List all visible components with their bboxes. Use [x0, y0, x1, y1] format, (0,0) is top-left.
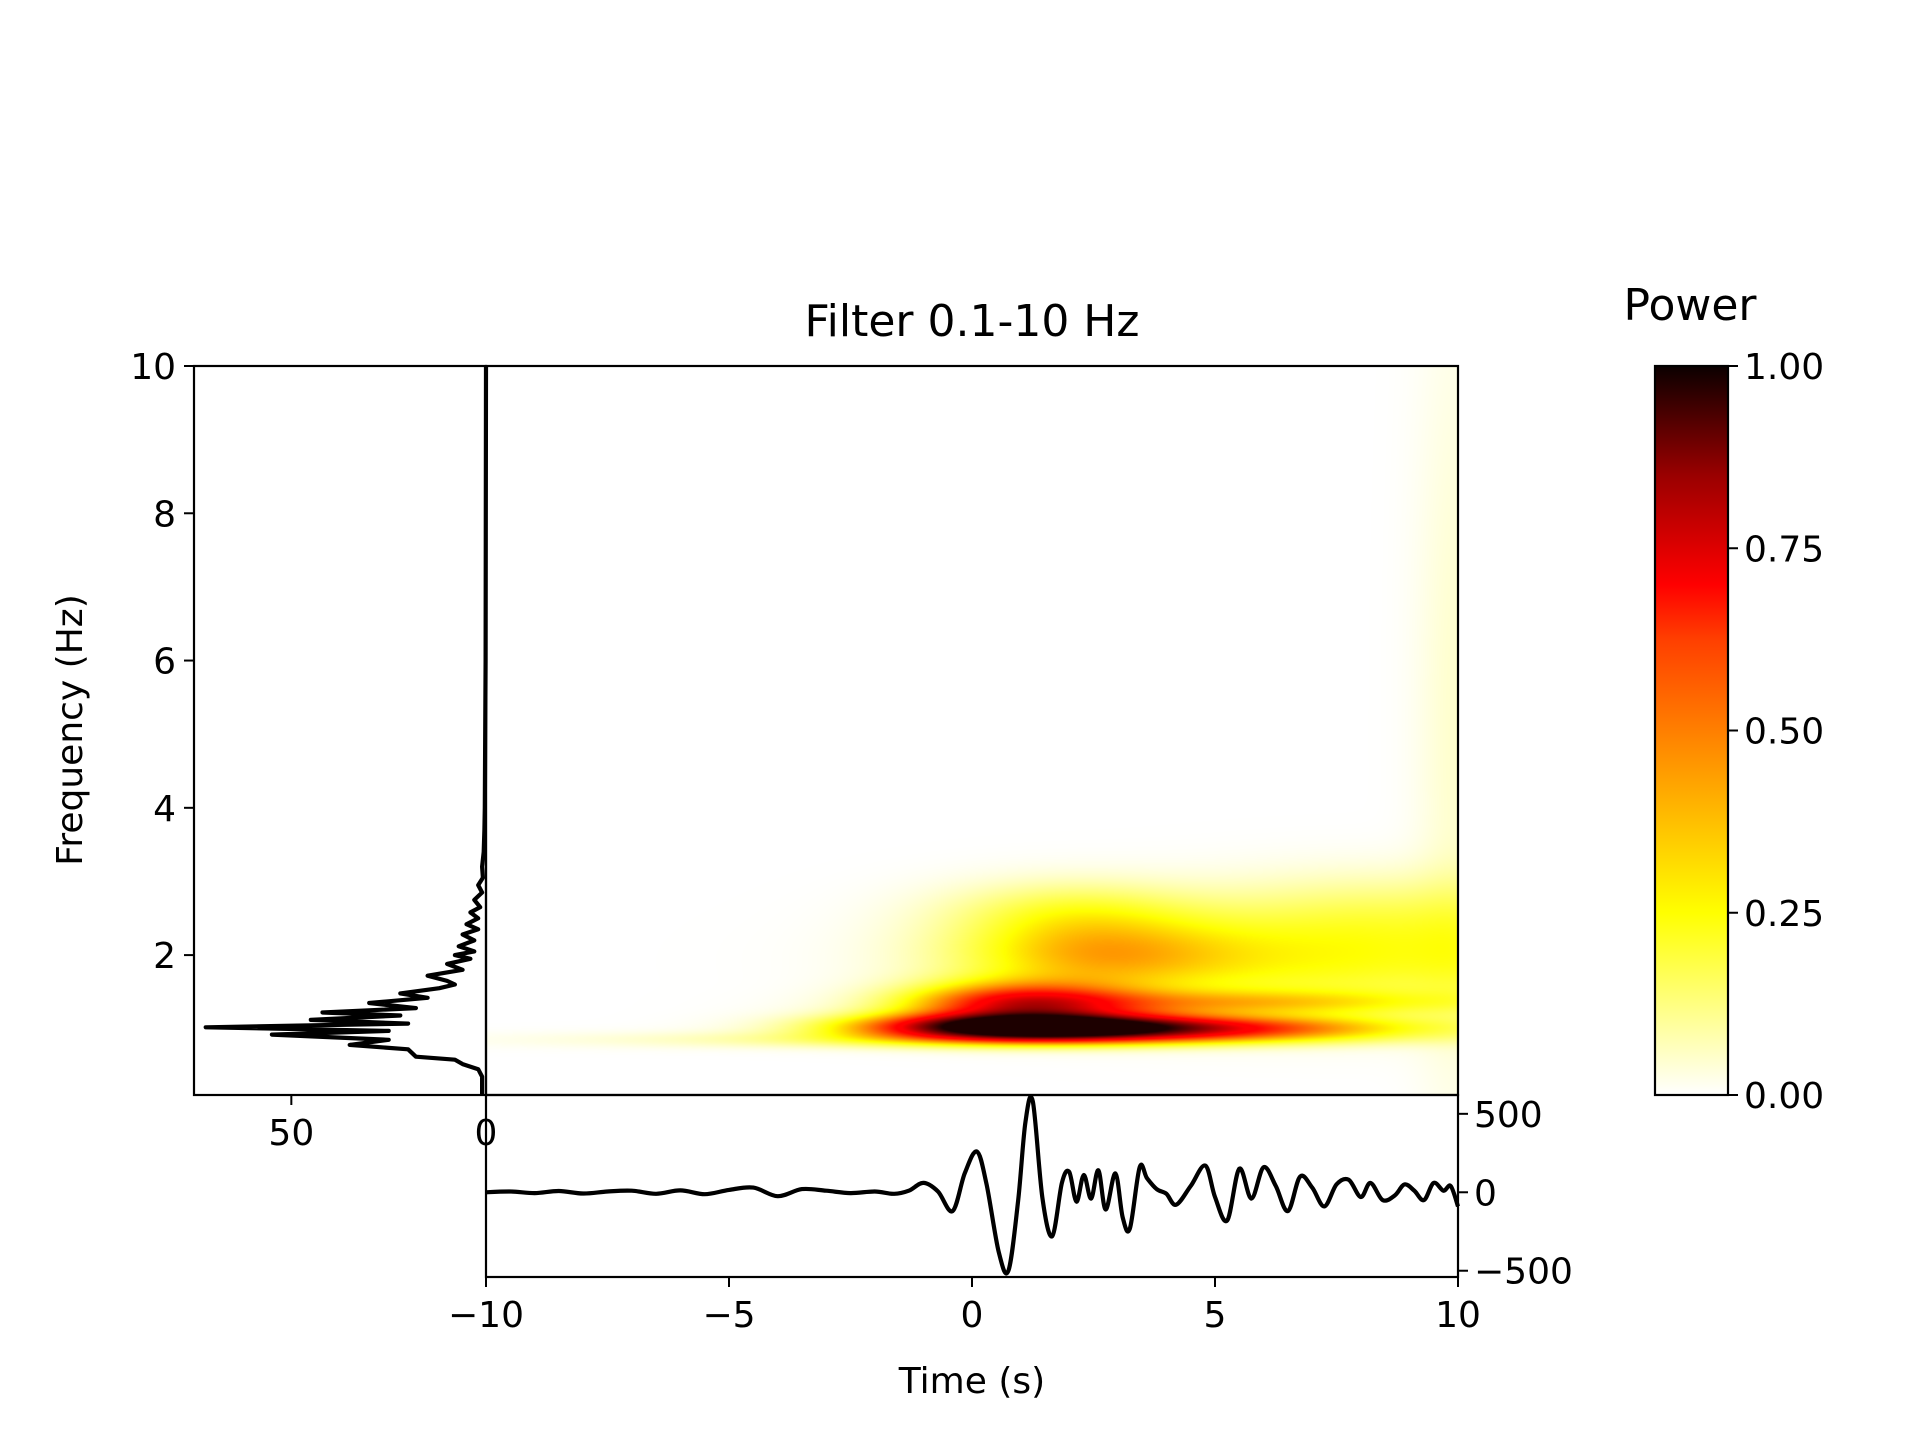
time-tick-label: 10: [1435, 1295, 1481, 1336]
frequency-tick-label: 10: [130, 347, 176, 388]
time-tick-label: 5: [1204, 1295, 1227, 1336]
frequency-tick-label: 4: [153, 789, 176, 830]
spectrogram-panel: Filter 0.1-10 Hz: [484, 296, 1460, 1097]
time-tick-label: −10: [448, 1295, 524, 1336]
time-tick-label: −5: [702, 1295, 755, 1336]
time-axis-label: Time (s): [898, 1361, 1045, 1402]
amplitude-tick-label: 500: [1474, 1095, 1543, 1136]
waveform-panel: −10 −5 0 5 10 500 0 −500 Time (s): [448, 1093, 1573, 1402]
colorbar-title: Power: [1623, 280, 1757, 331]
colorbar: Power 0.00 0.25 0.50 0.75 1.00: [1623, 280, 1824, 1117]
frequency-axis-label: Frequency (Hz): [50, 594, 91, 865]
colorbar-tick-label: 1.00: [1744, 347, 1824, 388]
spectrogram-heatmap: [486, 366, 1458, 1095]
amplitude-tick-label: −500: [1474, 1252, 1573, 1293]
colorbar-gradient: [1653, 364, 1730, 1097]
colorbar-tick-label: 0.75: [1744, 529, 1824, 570]
frequency-tick-label: 8: [153, 494, 176, 535]
colorbar-tick-label: 0.00: [1744, 1076, 1824, 1117]
frequency-tick-label: 6: [153, 642, 176, 683]
time-tick-label: 0: [961, 1295, 984, 1336]
colorbar-tick-label: 0.25: [1744, 894, 1824, 935]
power-spectrum-line: [203, 365, 489, 1095]
colorbar-tick-label: 0.50: [1744, 712, 1824, 753]
frequency-tick-label: 2: [153, 936, 176, 977]
chart-title: Filter 0.1-10 Hz: [805, 296, 1140, 347]
amplitude-tick-label: 0: [1474, 1173, 1497, 1214]
power-tick-label: 50: [268, 1113, 314, 1154]
waveform-line: [485, 1094, 1460, 1276]
